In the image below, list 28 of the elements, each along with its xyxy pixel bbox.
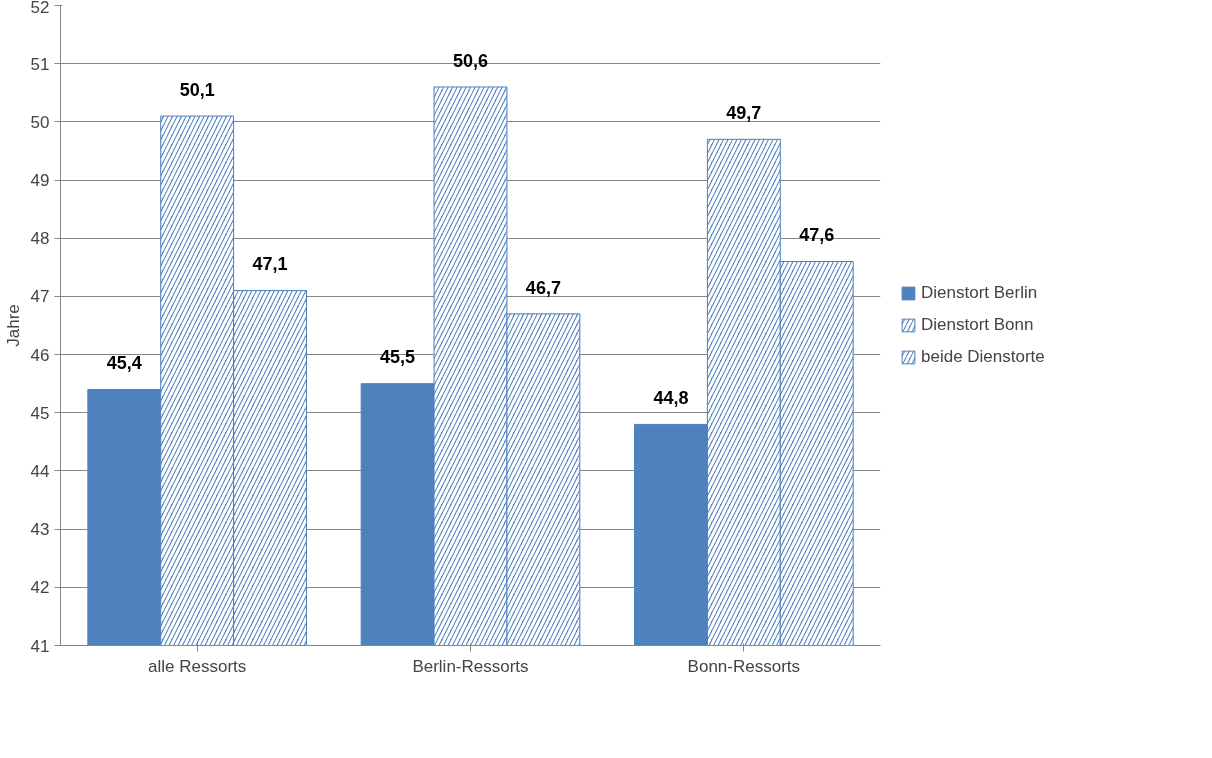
y-tick-label: 46 <box>30 345 50 365</box>
y-tick-label: 44 <box>30 461 50 481</box>
data-label: 50,1 <box>179 79 215 100</box>
y-tick-label: 42 <box>30 578 50 598</box>
legend-label: beide Dienstorte <box>921 347 1045 367</box>
y-tick-label: 45 <box>30 403 50 423</box>
data-label: 50,6 <box>452 50 489 71</box>
data-label: 47,6 <box>799 225 835 246</box>
y-tick-label: 51 <box>30 54 50 74</box>
y-tick-label: 41 <box>30 636 50 656</box>
y-tick-label: 50 <box>30 112 50 132</box>
data-label: 49,7 <box>726 102 762 123</box>
y-axis-title: Jahre <box>3 304 23 347</box>
data-label: 47,1 <box>252 254 288 275</box>
data-label: 46,7 <box>525 277 561 298</box>
x-tick-label: Berlin-Ressorts <box>412 656 529 676</box>
data-label: 45,5 <box>380 347 416 368</box>
legend-label: Dienstort Berlin <box>921 283 1038 303</box>
x-tick-label: alle Ressorts <box>148 656 247 676</box>
y-tick-label: 48 <box>30 229 50 249</box>
y-tick-label: 49 <box>30 171 50 191</box>
data-label: 44,8 <box>653 388 689 409</box>
y-tick-label: 43 <box>30 520 50 540</box>
x-tick-label: Bonn-Ressorts <box>687 656 801 676</box>
y-tick-label: 47 <box>30 287 50 307</box>
y-tick-label: 52 <box>30 0 50 17</box>
data-label: 45,4 <box>106 353 142 374</box>
legend-label: Dienstort Bonn <box>921 315 1034 335</box>
